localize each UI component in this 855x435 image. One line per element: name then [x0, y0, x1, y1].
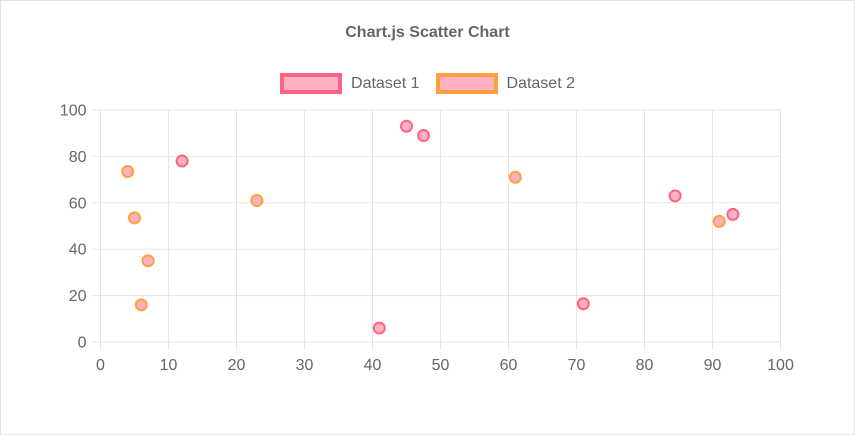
- x-tick-label: 90: [704, 357, 722, 374]
- data-point-dataset-1[interactable]: [175, 154, 189, 168]
- data-point-dataset-2[interactable]: [508, 170, 522, 184]
- y-tick-label: 80: [69, 149, 87, 166]
- chart-title: Chart.js Scatter Chart: [345, 24, 510, 41]
- y-tick-label: 0: [78, 335, 87, 352]
- data-point-dataset-1[interactable]: [400, 119, 413, 133]
- x-tick-label: 0: [96, 357, 105, 374]
- x-tick-label: 10: [160, 357, 178, 374]
- legend-label-dataset-1: Dataset 1: [351, 74, 420, 92]
- data-point-dataset-2[interactable]: [250, 193, 264, 207]
- data-point-dataset-2[interactable]: [128, 211, 141, 225]
- x-tick-label: 40: [364, 357, 382, 374]
- y-tick-label: 60: [69, 195, 87, 212]
- data-point-dataset-2[interactable]: [134, 298, 148, 312]
- x-tick-label: 50: [432, 357, 450, 374]
- legend-item-dataset-2[interactable]: Dataset 2: [435, 73, 575, 94]
- data-point-dataset-1[interactable]: [726, 207, 740, 221]
- y-tick-label: 20: [69, 288, 87, 305]
- legend-swatch-dataset-2-icon: [435, 73, 498, 94]
- data-point-dataset-1[interactable]: [417, 129, 430, 143]
- chart-legend: Dataset 1 Dataset 2: [1, 73, 854, 94]
- data-point-dataset-1[interactable]: [372, 321, 386, 335]
- x-tick-label: 80: [636, 357, 654, 374]
- data-point-dataset-2[interactable]: [121, 164, 135, 178]
- x-tick-label: 30: [296, 357, 314, 374]
- data-point-dataset-2[interactable]: [712, 214, 726, 228]
- legend-swatch-dataset-1-icon: [280, 73, 343, 94]
- x-tick-label: 20: [228, 357, 246, 374]
- data-point-dataset-2[interactable]: [141, 254, 155, 268]
- x-tick-label: 100: [767, 357, 794, 374]
- y-tick-label: 40: [69, 242, 87, 259]
- data-point-dataset-1[interactable]: [668, 189, 682, 203]
- data-point-dataset-1[interactable]: [576, 297, 590, 311]
- legend-item-dataset-1[interactable]: Dataset 1: [280, 73, 420, 94]
- y-tick-label: 100: [60, 103, 87, 120]
- legend-label-dataset-2: Dataset 2: [506, 74, 575, 92]
- x-tick-label: 70: [568, 357, 586, 374]
- x-tick-label: 60: [500, 357, 518, 374]
